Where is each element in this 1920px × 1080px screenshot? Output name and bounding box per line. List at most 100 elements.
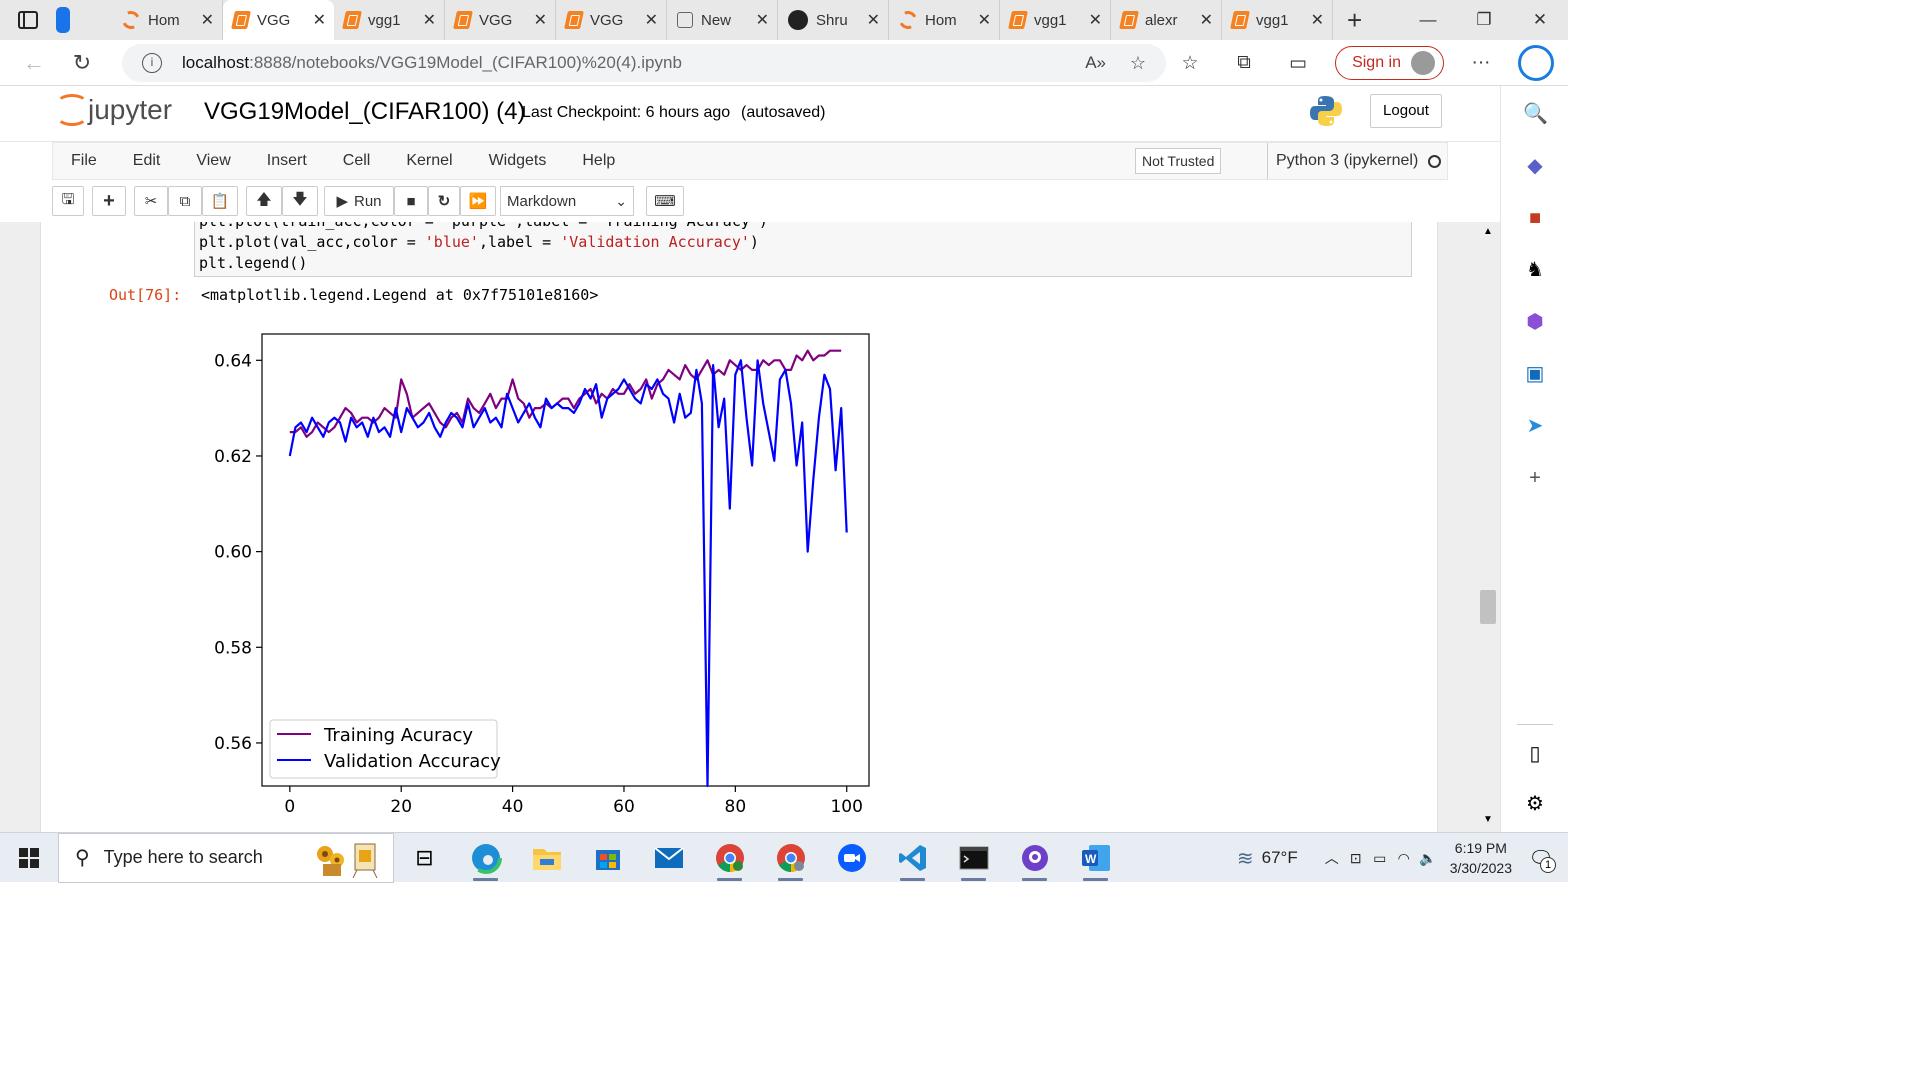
move-down-button[interactable]: 🡇 [282, 186, 318, 216]
settings-gear-icon[interactable]: ⚙ [1526, 793, 1544, 815]
browser-tab[interactable]: New ✕ [667, 0, 778, 40]
chrome-profile-icon[interactable] [760, 833, 821, 883]
close-tab-icon[interactable]: ✕ [755, 12, 769, 29]
clock[interactable]: 6:19 PM 3/30/2023 [1450, 838, 1512, 878]
menu-widgets[interactable]: Widgets [488, 152, 547, 169]
scroll-up-arrow[interactable]: ▲ [1483, 226, 1493, 237]
volume-icon[interactable]: 🔈 [1418, 849, 1437, 866]
add-sidebar-app-icon[interactable]: + [1529, 467, 1541, 489]
command-palette-button[interactable]: ⌨ [646, 186, 684, 216]
menu-kernel[interactable]: Kernel [406, 152, 453, 169]
menu-edit[interactable]: Edit [132, 152, 161, 169]
close-tab-icon[interactable]: ✕ [312, 12, 326, 29]
close-tab-icon[interactable]: ✕ [422, 12, 436, 29]
refresh-button[interactable]: ↻ [72, 49, 92, 75]
workspaces-icon[interactable] [56, 7, 70, 33]
restore-button[interactable]: ❐ [1476, 10, 1492, 29]
more-options-icon[interactable]: ··· [1471, 52, 1491, 73]
close-window-button[interactable]: ✕ [1532, 10, 1548, 29]
info-icon[interactable]: i [142, 53, 162, 73]
collections-icon[interactable]: ⧉ [1237, 52, 1251, 73]
paste-button[interactable]: 📋 [202, 186, 238, 216]
vscode-icon[interactable] [882, 833, 943, 883]
cell-type-select[interactable]: Markdown ⌄ [500, 186, 634, 216]
copy-button[interactable]: ⧉ [168, 186, 202, 216]
jupyter-logo[interactable]: jupyter [56, 94, 172, 126]
store-icon[interactable] [577, 833, 638, 883]
restart-button[interactable]: ↻ [428, 186, 460, 216]
edge-icon[interactable] [455, 833, 516, 883]
chevron-up-icon[interactable]: ︿ [1324, 850, 1339, 866]
browser-tab[interactable]: Shru ✕ [778, 0, 889, 40]
close-tab-icon[interactable]: ✕ [1088, 12, 1102, 29]
url-field[interactable]: i localhost :8888/notebooks/VGG19Model_(… [122, 44, 1166, 82]
hide-sidebar-icon[interactable]: ▯ [1529, 743, 1541, 765]
interrupt-button[interactable]: ■ [394, 186, 428, 216]
close-tab-icon[interactable]: ✕ [533, 12, 547, 29]
back-button[interactable]: ← [23, 49, 45, 75]
restart-run-all-button[interactable]: ⏩ [460, 186, 496, 216]
close-tab-icon[interactable]: ✕ [200, 12, 214, 29]
file-explorer-icon[interactable] [516, 833, 577, 883]
browser-tab[interactable]: vgg1 ✕ [334, 0, 445, 40]
browser-tab[interactable]: Hom ✕ [889, 0, 1000, 40]
close-tab-icon[interactable]: ✕ [1310, 12, 1324, 29]
new-tab-button[interactable]: + [1347, 4, 1363, 35]
browser-tab[interactable]: Hom ✕ [112, 0, 223, 40]
search-icon[interactable]: 🔍 [1523, 103, 1548, 125]
insert-cell-button[interactable]: + [92, 186, 126, 216]
code-cell-input[interactable]: plt.plot(train_acc,color = 'purple',labe… [194, 222, 1412, 277]
trust-button[interactable]: Not Trusted [1135, 148, 1222, 174]
minimize-button[interactable]: — [1419, 10, 1437, 29]
taskbar-search[interactable]: ⚲ Type here to search [58, 832, 394, 883]
tab-actions-icon[interactable] [18, 11, 38, 29]
terminal-icon[interactable] [943, 833, 1004, 883]
mail-icon[interactable] [638, 833, 699, 883]
menu-help[interactable]: Help [582, 152, 616, 169]
zoom-icon[interactable] [821, 833, 882, 883]
browser-tab[interactable]: VGG ✕ [556, 0, 667, 40]
wifi-icon[interactable]: ◠ [1397, 849, 1410, 866]
vertical-scrollbar[interactable]: ▲ ▼ [1480, 222, 1498, 832]
browser-tab[interactable]: vgg1 ✕ [1222, 0, 1333, 40]
add-favorite-icon[interactable]: ☆ [1129, 52, 1146, 73]
move-up-button[interactable]: 🡅 [246, 186, 282, 216]
favorites-icon[interactable]: ☆ [1181, 52, 1199, 74]
cut-button[interactable]: ✂ [134, 186, 168, 216]
github-desktop-icon[interactable] [1004, 833, 1065, 883]
browser-tab[interactable]: VGG ✕ [445, 0, 556, 40]
start-button[interactable] [0, 833, 58, 883]
run-button[interactable]: ▶ Run [324, 186, 394, 216]
kernel-name[interactable]: Python 3 (ipykernel) [1276, 152, 1419, 169]
browser-tab[interactable]: vgg1 ✕ [1000, 0, 1111, 40]
notification-center-button[interactable]: 🗨 1 [1524, 841, 1558, 875]
menu-cell[interactable]: Cell [342, 152, 371, 169]
menu-insert[interactable]: Insert [266, 152, 307, 169]
close-tab-icon[interactable]: ✕ [977, 12, 991, 29]
performance-icon[interactable]: ▭ [1289, 52, 1308, 74]
scroll-thumb[interactable] [1480, 590, 1496, 624]
browser-tab[interactable]: alexr ✕ [1111, 0, 1222, 40]
games-icon[interactable]: ♞ [1526, 259, 1544, 281]
logout-button[interactable]: Logout [1370, 94, 1442, 128]
notebook-title[interactable]: VGG19Model_(CIFAR100) (4) [204, 98, 526, 125]
read-aloud-icon[interactable]: A» [1085, 53, 1106, 72]
close-tab-icon[interactable]: ✕ [866, 12, 880, 29]
bing-chat-icon[interactable] [1518, 45, 1554, 81]
task-view-icon[interactable]: ⊟ [415, 844, 434, 870]
shopping-icon[interactable]: ◆ [1527, 155, 1543, 177]
close-tab-icon[interactable]: ✕ [644, 12, 658, 29]
menu-view[interactable]: View [196, 152, 231, 169]
drop-icon[interactable]: ➤ [1526, 415, 1544, 437]
chrome-icon[interactable] [699, 833, 760, 883]
battery-icon[interactable]: ▭ [1373, 849, 1387, 866]
word-icon[interactable]: W [1065, 833, 1126, 883]
save-button[interactable]: 🖫 [52, 186, 84, 216]
browser-tab[interactable]: VGG ✕ [223, 0, 334, 40]
meet-now-icon[interactable]: ⊡ [1349, 849, 1362, 866]
close-tab-icon[interactable]: ✕ [1199, 12, 1213, 29]
menu-file[interactable]: File [71, 152, 97, 169]
weather-widget[interactable]: ≋ 67°F [1237, 846, 1298, 871]
scroll-down-arrow[interactable]: ▼ [1483, 814, 1493, 825]
tools-icon[interactable]: ■ [1528, 207, 1542, 229]
